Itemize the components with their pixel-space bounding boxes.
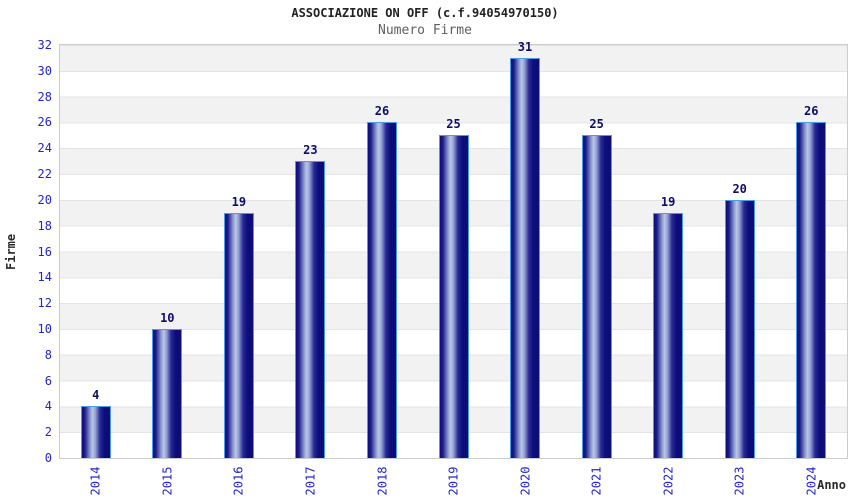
- y-tick-label: 0: [44, 451, 52, 465]
- x-axis-title: Anno: [817, 478, 846, 492]
- chart-title: ASSOCIAZIONE ON OFF (c.f.94054970150): [291, 6, 559, 20]
- x-tick-label: 2016: [231, 466, 246, 496]
- y-tick-label: 10: [37, 321, 52, 336]
- x-tick-label: 2021: [589, 466, 604, 496]
- y-tick-label: 18: [37, 218, 52, 233]
- y-tick-label: 14: [37, 270, 52, 285]
- bar-value-label: 20: [732, 181, 747, 196]
- bar-value-label: 26: [803, 104, 819, 119]
- chart-subtitle: Numero Firme: [378, 23, 472, 38]
- bar: [295, 161, 326, 458]
- y-tick-label: 2: [44, 425, 52, 440]
- bar-value-label: 4: [92, 388, 100, 403]
- bar: [223, 212, 254, 458]
- x-tick-label: 2020: [518, 466, 533, 496]
- bar: [152, 328, 183, 458]
- y-tick-label: 30: [37, 63, 52, 78]
- bar-value-label: 10: [160, 310, 175, 325]
- plot-area: 4 10 19 23 26 25 31 25 19 20 26: [59, 40, 848, 459]
- y-tick-label: 4: [44, 399, 52, 414]
- bar-value-label: 19: [231, 194, 247, 209]
- bar: [438, 135, 469, 458]
- bar: [366, 122, 397, 458]
- bar: [724, 199, 755, 458]
- bar-value-label: 23: [303, 143, 318, 158]
- bar: [80, 406, 111, 458]
- y-tick-label: 8: [44, 347, 52, 362]
- y-tick-label: 28: [37, 89, 52, 104]
- bar: [510, 57, 541, 458]
- y-tick-label: 20: [37, 192, 52, 207]
- y-tick-label: 12: [37, 296, 52, 311]
- x-tick-label: 2023: [732, 466, 747, 496]
- bar-value-label: 26: [374, 104, 390, 119]
- bar: [796, 122, 827, 458]
- y-tick-label: 22: [37, 167, 52, 182]
- y-tick-label: 6: [44, 373, 52, 388]
- bar-value-label: 31: [517, 39, 533, 54]
- bar-value-label: 19: [660, 194, 676, 209]
- y-tick-label: 26: [37, 115, 52, 130]
- x-tick-label: 2017: [303, 466, 318, 496]
- x-tick-label: 2022: [661, 466, 676, 496]
- y-tick-label: 32: [37, 38, 52, 52]
- x-tick-label: 2014: [88, 466, 103, 496]
- bar-value-label: 25: [589, 117, 604, 132]
- x-tick-label: 2018: [374, 466, 389, 496]
- y-tick-label: 16: [37, 244, 52, 259]
- bar-value-label: 25: [446, 117, 461, 132]
- bar: [653, 212, 684, 458]
- x-tick-label: 2015: [160, 466, 175, 496]
- x-tick-label: 2019: [446, 466, 461, 496]
- y-tick-label: 24: [37, 141, 52, 156]
- bar: [581, 135, 612, 458]
